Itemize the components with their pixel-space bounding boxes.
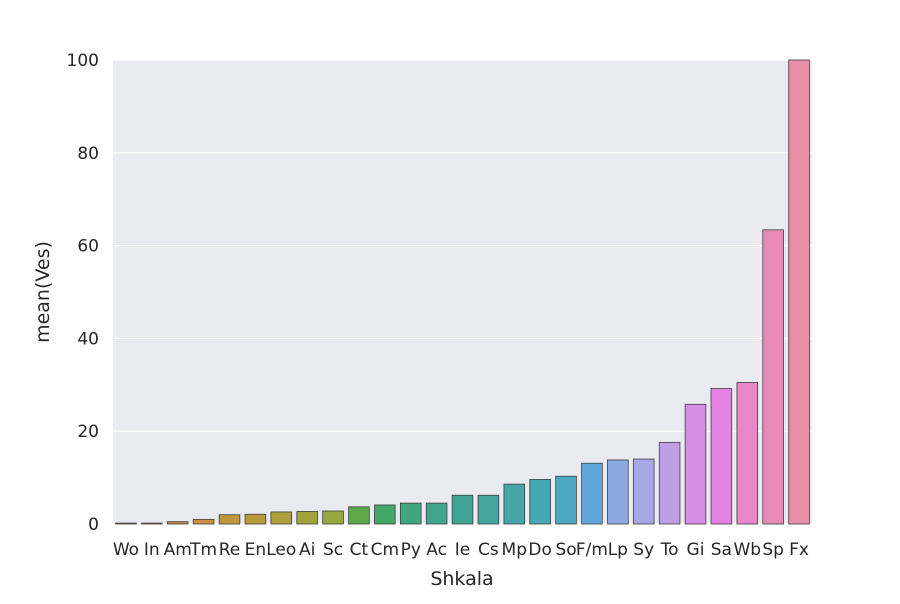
x-tick-label: Cm [371,540,399,560]
y-tick-labels: 0 20 40 60 80 100 [67,51,99,535]
bar-sp [762,229,784,525]
x-tick-label: Tm [189,540,217,560]
x-tick-label: Cs [478,540,499,560]
x-tick-label: Sc [323,540,343,560]
x-tick-label: F/m [576,540,608,560]
bar-py [399,502,422,525]
bar-en [244,513,267,525]
x-axis-label: Shkala [430,568,493,590]
bar-cm [374,504,396,525]
bars [115,59,810,525]
x-tick-label: Sa [711,540,732,560]
bar-do [529,479,551,525]
y-tick-label: 60 [77,237,99,257]
x-tick-label: So [555,540,576,560]
y-axis-label: mean(Ves) [32,241,54,343]
x-tick-label: Lp [608,540,628,560]
y-tick-label: 100 [67,51,99,71]
x-tick-label: Wo [113,540,139,560]
bar-ac [425,502,448,525]
bar-mp [503,483,526,525]
x-tick-label: Ai [299,540,315,560]
bar-cs [477,494,500,525]
bar-lp [607,459,629,525]
bar-sc [322,510,344,525]
y-tick-label: 80 [77,144,99,164]
bar-wo [115,522,137,525]
bar-ct [348,506,370,525]
x-tick-label: Ie [455,540,470,560]
bar-tm [192,518,215,525]
x-tick-label: Sp [762,540,784,560]
x-tick-label: En [245,540,267,560]
x-tick-label: Py [401,540,421,560]
bar-to [658,441,681,525]
bar-sy [632,458,655,525]
x-tick-label: To [660,540,679,560]
bar-am [166,521,189,525]
x-tick-label: Gi [687,540,705,560]
bar-ie [451,494,474,525]
y-tick-label: 0 [88,515,99,535]
x-tick-label: Ac [426,540,447,560]
x-tick-label: In [144,540,160,560]
y-tick-label: 20 [77,422,99,442]
x-tick-label: Wb [733,540,761,560]
plot-background [113,60,812,524]
bar-wb [736,382,759,525]
x-tick-label: Mp [502,540,527,560]
bar-ai [296,511,318,525]
bar-leo [270,511,293,525]
bar-in [141,522,163,525]
bar-re [218,514,241,525]
bar-fx [788,59,810,525]
bar-so [555,475,577,525]
bar-f-m [581,462,603,525]
x-tick-label: Am [164,540,192,560]
x-tick-label: Sy [633,540,654,560]
y-tick-label: 40 [77,329,99,349]
x-tick-label: Leo [266,540,296,560]
bar-gi [684,403,707,525]
x-tick-label: Re [219,540,241,560]
x-tick-label: Ct [350,540,369,560]
x-tick-label: Fx [789,540,809,560]
x-tick-label: Do [528,540,552,560]
bar-sa [710,388,733,525]
